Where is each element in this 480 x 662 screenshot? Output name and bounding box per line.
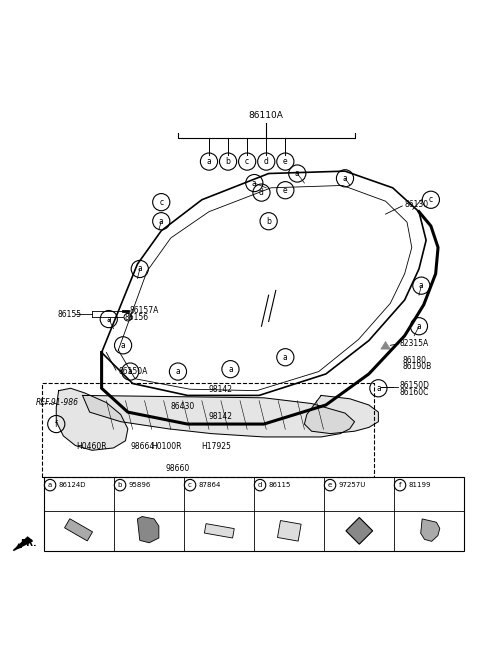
Text: a: a: [128, 367, 132, 376]
Text: H17925: H17925: [201, 442, 231, 451]
Text: a: a: [283, 353, 288, 361]
Text: 95896: 95896: [129, 482, 151, 488]
Text: 98664: 98664: [130, 442, 154, 451]
Polygon shape: [137, 516, 159, 543]
Text: f: f: [55, 420, 58, 428]
Text: a: a: [417, 322, 421, 331]
Polygon shape: [420, 519, 440, 542]
Text: H0100R: H0100R: [151, 442, 181, 451]
Text: 87864: 87864: [199, 482, 221, 488]
Polygon shape: [304, 395, 378, 434]
Text: e: e: [328, 482, 332, 488]
Text: a: a: [252, 179, 257, 187]
Text: 98142: 98142: [209, 385, 233, 394]
Text: a: a: [376, 384, 381, 393]
Text: d: d: [264, 157, 269, 166]
Text: 86150A: 86150A: [118, 367, 148, 376]
Text: b: b: [226, 157, 230, 166]
Text: 86156: 86156: [124, 312, 149, 322]
Text: 86157A: 86157A: [129, 307, 159, 316]
Text: 86160C: 86160C: [400, 387, 429, 397]
Text: a: a: [120, 341, 125, 350]
Text: c: c: [245, 157, 249, 166]
Polygon shape: [56, 389, 128, 450]
Polygon shape: [83, 395, 355, 437]
Text: 86124D: 86124D: [59, 482, 86, 488]
Bar: [64, 519, 93, 541]
Text: 86155: 86155: [58, 310, 82, 319]
Text: 98142: 98142: [209, 412, 233, 422]
Text: e: e: [283, 157, 288, 166]
Text: a: a: [137, 264, 142, 273]
Polygon shape: [346, 518, 372, 544]
FancyBboxPatch shape: [44, 477, 464, 551]
Text: 86430: 86430: [170, 402, 195, 411]
Text: a: a: [48, 482, 52, 488]
Text: a: a: [107, 314, 111, 324]
Text: b: b: [266, 216, 271, 226]
Bar: [204, 524, 234, 538]
Text: a: a: [343, 174, 348, 183]
Text: 86190B: 86190B: [402, 362, 432, 371]
Text: c: c: [159, 198, 163, 207]
Text: 86115: 86115: [269, 482, 291, 488]
Text: a: a: [228, 365, 233, 373]
Text: a: a: [176, 367, 180, 376]
Bar: [277, 520, 301, 541]
Text: FR.: FR.: [21, 539, 37, 548]
Text: a: a: [419, 281, 424, 290]
Polygon shape: [381, 342, 390, 349]
Text: e: e: [283, 186, 288, 195]
Text: 98660: 98660: [166, 464, 190, 473]
Polygon shape: [13, 537, 33, 551]
Text: a: a: [206, 157, 211, 166]
Text: 86180: 86180: [402, 356, 426, 365]
Text: 82315A: 82315A: [400, 339, 429, 348]
Text: d: d: [259, 188, 264, 197]
Text: b: b: [118, 482, 122, 488]
Text: 86150D: 86150D: [400, 381, 430, 391]
Text: d: d: [258, 482, 262, 488]
Text: c: c: [188, 482, 192, 488]
Text: a: a: [159, 216, 164, 226]
Text: c: c: [429, 195, 433, 205]
Text: f: f: [399, 482, 401, 488]
Text: 86130: 86130: [405, 200, 429, 209]
Text: 97257U: 97257U: [338, 482, 366, 488]
Text: 81199: 81199: [408, 482, 431, 488]
Text: a: a: [295, 169, 300, 178]
Text: 86110A: 86110A: [249, 111, 284, 120]
Text: REF.91-986: REF.91-986: [36, 398, 79, 407]
Text: H0460R: H0460R: [77, 442, 108, 451]
